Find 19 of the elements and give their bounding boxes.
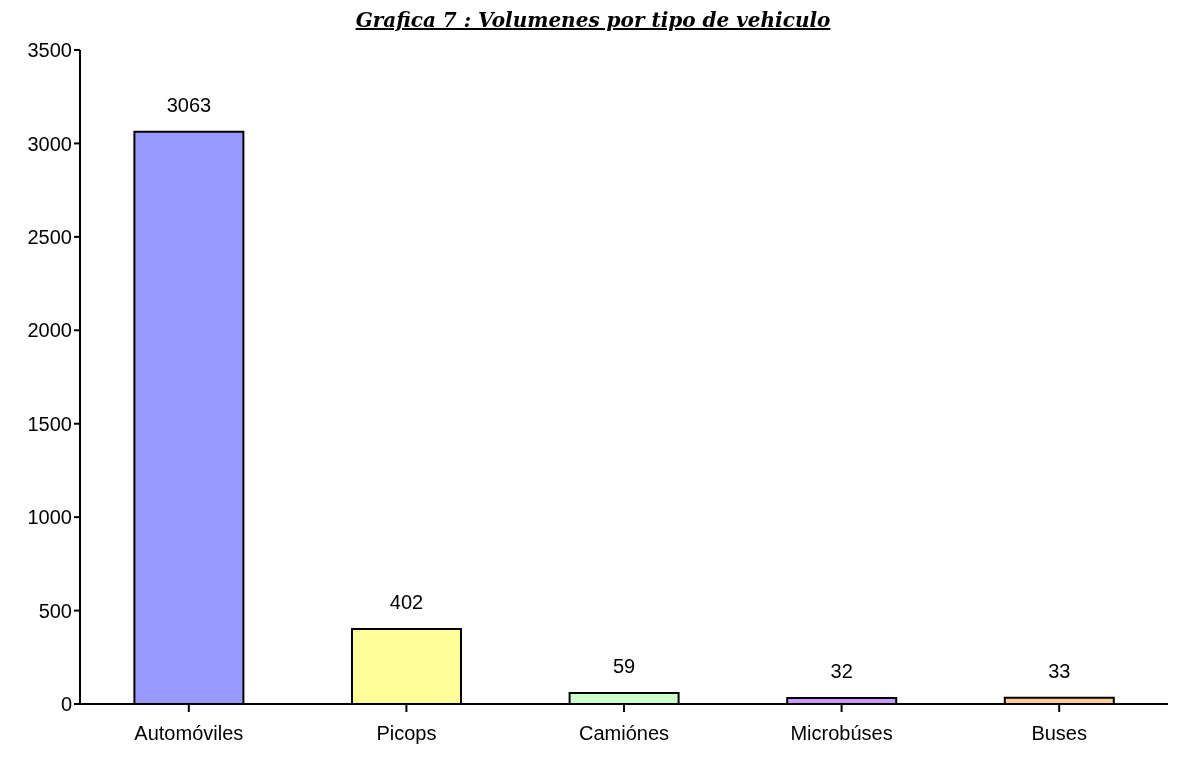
- data-label: 32: [830, 660, 853, 683]
- y-tick-label: 1000: [27, 506, 72, 529]
- x-tick-label: Microbúses: [790, 722, 893, 745]
- x-tick-label: Camiónes: [578, 722, 670, 745]
- data-label: 33: [1048, 659, 1071, 682]
- y-tick-label: 1500: [27, 412, 72, 435]
- x-tick-label: Buses: [1031, 722, 1087, 745]
- data-label: 59: [612, 654, 636, 677]
- y-tick-label: 3500: [27, 39, 72, 62]
- y-tick-label: 500: [38, 599, 72, 622]
- x-tick-label: Picops: [376, 722, 437, 745]
- y-tick-label: 3000: [27, 132, 72, 155]
- x-tick-label: Automóviles: [134, 722, 244, 745]
- data-label: 402: [389, 590, 424, 613]
- y-tick-label: 2500: [27, 225, 72, 248]
- y-tick-label: 2000: [27, 319, 72, 342]
- y-tick-label: 0: [60, 693, 72, 716]
- data-label: 3063: [166, 93, 212, 116]
- chart-title: Grafica 7 : Volumenes por tipo de vehiculo: [354, 8, 832, 34]
